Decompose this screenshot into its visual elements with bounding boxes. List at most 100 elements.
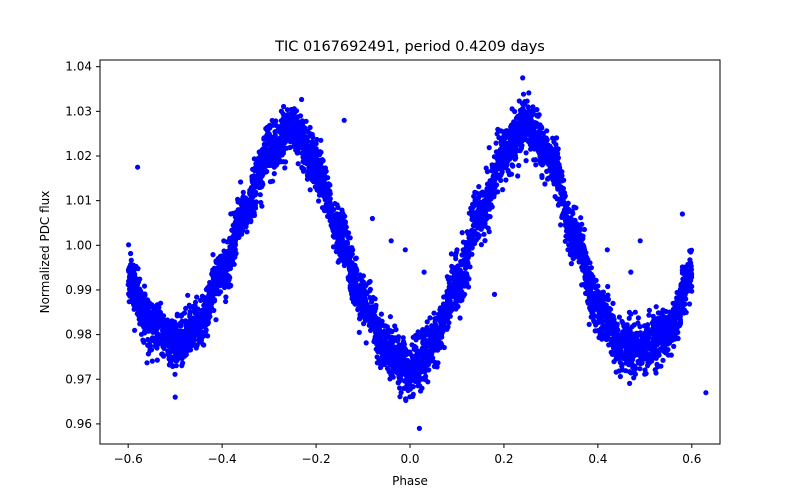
data-point: [590, 274, 596, 280]
data-point: [644, 338, 651, 344]
data-point: [682, 301, 688, 307]
data-point: [473, 195, 479, 201]
data-point: [241, 206, 247, 212]
data-point: [400, 364, 407, 370]
data-point: [353, 255, 359, 261]
data-point: [201, 297, 207, 303]
data-point: [444, 326, 450, 332]
data-point: [349, 293, 355, 299]
data-point: [629, 356, 635, 362]
data-point: [503, 177, 509, 183]
data-point: [599, 301, 605, 307]
data-point: [145, 328, 151, 334]
data-point: [595, 283, 601, 289]
data-point: [282, 165, 288, 171]
data-point: [561, 207, 568, 213]
data-point: [299, 96, 305, 103]
data-point: [191, 334, 197, 340]
data-point: [509, 134, 516, 140]
data-point: [206, 292, 212, 298]
data-point: [483, 165, 489, 171]
data-point: [489, 162, 495, 168]
data-point: [172, 357, 178, 363]
data-point: [389, 351, 395, 358]
data-point: [687, 257, 693, 263]
data-point: [688, 283, 694, 289]
data-point: [458, 259, 464, 265]
data-point: [482, 223, 488, 229]
data-point: [342, 220, 348, 226]
data-point: [135, 279, 142, 285]
data-point: [328, 203, 335, 209]
data-point: [238, 179, 244, 185]
data-point: [674, 325, 680, 331]
data-point: [172, 371, 178, 377]
data-point: [583, 250, 589, 256]
data-point: [397, 385, 403, 391]
data-point: [476, 184, 482, 190]
data-point: [596, 334, 602, 341]
data-point: [635, 315, 642, 321]
data-point: [653, 352, 660, 358]
data-point: [292, 129, 298, 135]
data-point: [564, 214, 570, 220]
data-point: [403, 397, 409, 403]
data-point: [161, 345, 167, 351]
data-point: [240, 194, 246, 200]
data-point: [427, 315, 433, 321]
data-point: [257, 192, 263, 198]
data-point: [605, 283, 611, 290]
data-point: [545, 176, 551, 182]
data-point: [582, 276, 588, 282]
data-point: [269, 117, 275, 124]
data-point: [498, 135, 504, 141]
data-point: [577, 247, 583, 253]
data-point: [361, 321, 367, 327]
data-point: [618, 335, 624, 341]
data-point: [223, 260, 229, 266]
data-point: [617, 373, 624, 380]
data-point: [328, 209, 334, 215]
data-point: [183, 305, 189, 311]
data-point: [141, 339, 147, 345]
data-point: [526, 90, 532, 96]
data-point: [508, 171, 515, 177]
data-point: [426, 339, 432, 346]
data-point: [531, 157, 537, 163]
data-point: [513, 129, 519, 136]
data-point: [145, 308, 151, 314]
data-point: [401, 385, 407, 391]
data-point: [126, 280, 132, 286]
data-point: [553, 135, 560, 141]
data-point: [646, 307, 653, 313]
data-point: [227, 283, 234, 289]
data-point: [339, 255, 346, 261]
data-point: [600, 289, 607, 295]
data-point: [199, 310, 206, 316]
data-point: [129, 299, 136, 305]
data-point: [639, 360, 645, 366]
data-point: [449, 263, 455, 269]
data-point: [628, 311, 634, 317]
data-point: [516, 121, 522, 127]
data-point: [132, 327, 138, 333]
data-point: [448, 251, 454, 257]
data-point: [593, 291, 600, 297]
data-point: [450, 301, 456, 307]
data-point: [126, 242, 132, 248]
data-point: [144, 360, 150, 366]
data-point: [369, 325, 375, 331]
data-point: [136, 313, 142, 319]
data-point: [645, 328, 651, 334]
data-point: [484, 193, 490, 199]
data-point: [516, 137, 522, 143]
data-point: [213, 317, 219, 323]
data-point: [384, 330, 390, 336]
data-point: [198, 297, 204, 303]
data-point: [380, 356, 386, 362]
data-point: [157, 316, 163, 322]
data-point: [367, 278, 373, 285]
data-point: [446, 285, 452, 291]
data-point: [460, 239, 466, 245]
data-point: [627, 380, 633, 386]
